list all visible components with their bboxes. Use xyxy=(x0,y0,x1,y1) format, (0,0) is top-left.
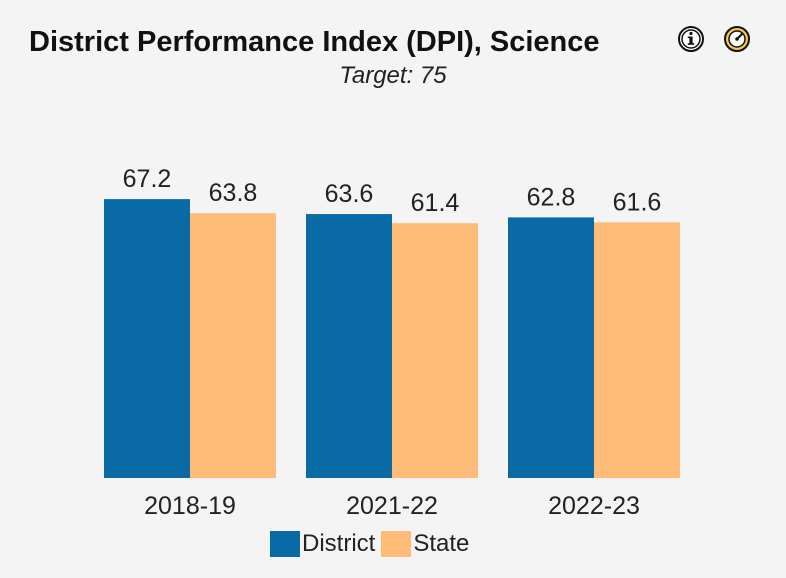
data-label-state-2021-22: 61.4 xyxy=(411,189,460,217)
bar-state-2022-23[interactable] xyxy=(594,222,680,478)
x-tick-label-2022-23: 2022-23 xyxy=(548,492,640,520)
data-label-state-2018-19: 63.8 xyxy=(209,179,258,207)
legend: District State xyxy=(270,528,475,560)
info-icon[interactable] xyxy=(676,24,706,54)
bar-district-2018-19[interactable] xyxy=(104,199,190,478)
legend-item-district[interactable]: District xyxy=(270,530,375,558)
bar-district-2022-23[interactable] xyxy=(508,217,594,478)
x-tick-label-2018-19: 2018-19 xyxy=(144,492,236,520)
bar-state-2018-19[interactable] xyxy=(190,213,276,479)
data-label-district-2021-22: 63.6 xyxy=(325,180,374,208)
data-label-district-2022-23: 62.8 xyxy=(527,183,576,211)
legend-item-state[interactable]: State xyxy=(381,530,469,558)
bar-district-2021-22[interactable] xyxy=(306,214,392,478)
gauge-icon[interactable] xyxy=(722,24,752,54)
data-label-district-2018-19: 67.2 xyxy=(123,165,172,193)
data-label-state-2022-23: 61.6 xyxy=(613,188,662,216)
chart-subtitle: Target: 75 xyxy=(339,62,447,89)
x-tick-label-2021-22: 2021-22 xyxy=(346,492,438,520)
chart-title: District Performance Index (DPI), Scienc… xyxy=(29,26,600,58)
legend-label-state: State xyxy=(413,530,470,557)
legend-label-district: District xyxy=(302,530,376,557)
bar-state-2021-22[interactable] xyxy=(392,223,478,478)
district-swatch xyxy=(270,531,300,557)
title-row: District Performance Index (DPI), Scienc… xyxy=(0,22,786,62)
state-swatch xyxy=(381,531,412,557)
